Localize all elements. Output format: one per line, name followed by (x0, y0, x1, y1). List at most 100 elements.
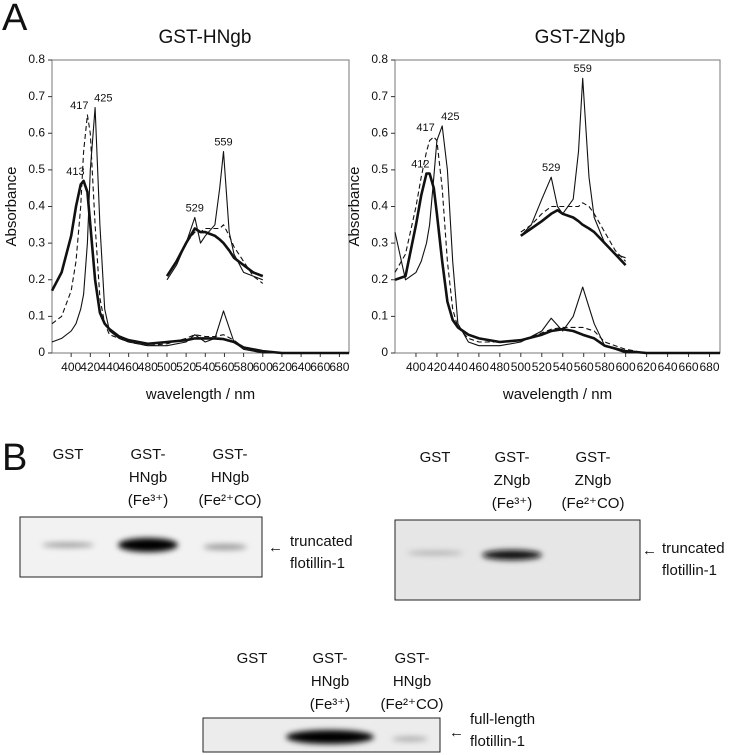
spectrum-line (51, 114, 349, 354)
peak-label: 417 (416, 122, 434, 134)
spectrum-line (394, 172, 720, 355)
lane-label: ZNgb (494, 472, 531, 489)
x-tick-label: 460 (119, 360, 139, 374)
target-label: flotillin-1 (470, 733, 525, 750)
peak-label: 412 (411, 158, 429, 170)
arrow: ← (642, 542, 657, 559)
x-tick-label: 420 (80, 360, 100, 374)
y-axis-label: Absorbance (346, 166, 363, 246)
x-tick-label: 480 (490, 360, 510, 374)
lane-label: ZNgb (575, 472, 612, 489)
target-label: flotillin-1 (290, 555, 345, 572)
x-tick-label: 680 (329, 360, 349, 374)
x-tick-label: 620 (272, 360, 292, 374)
spectrum-line (394, 125, 720, 354)
lane-label: (Fe³⁺) (310, 696, 350, 713)
lane-label: (Fe²⁺CO) (199, 492, 262, 509)
lane-label: (Fe²⁺CO) (381, 696, 444, 713)
lane-label: GST- (212, 446, 247, 463)
peak-label: 417 (70, 100, 88, 112)
lane-label: HNgb (311, 673, 349, 690)
peak-label: 529 (186, 202, 204, 214)
y-tick-label: 0.6 (28, 125, 45, 139)
lane-label: HNgb (393, 673, 431, 690)
blot-band (118, 538, 178, 552)
y-tick-label: 0.2 (371, 272, 388, 286)
x-tick-label: 600 (616, 360, 636, 374)
arrow: ← (268, 539, 283, 556)
spectrum-line (520, 202, 626, 262)
spectrum-line (394, 136, 720, 354)
y-tick-label: 0.5 (28, 162, 45, 176)
x-tick-label: 500 (157, 360, 177, 374)
x-tick-label: 500 (511, 360, 531, 374)
x-tick-label: 540 (195, 360, 215, 374)
y-tick-label: 0.3 (371, 235, 388, 249)
y-tick-label: 0.3 (28, 235, 45, 249)
peak-label: 559 (214, 136, 232, 148)
y-tick-label: 0.6 (371, 125, 388, 139)
y-tick-label: 0 (381, 345, 388, 359)
x-tick-label: 400 (406, 360, 426, 374)
x-tick-label: 540 (553, 360, 573, 374)
x-tick-label: 420 (427, 360, 447, 374)
spectrum-line (166, 224, 264, 284)
spectrum-line (51, 107, 349, 354)
target-label: truncated (290, 533, 353, 550)
x-tick-label: 600 (253, 360, 273, 374)
x-tick-label: 620 (637, 360, 657, 374)
spectrum-line (50, 179, 349, 355)
panel-label: A (2, 0, 28, 39)
lane-label: GST (420, 449, 451, 466)
x-tick-label: 580 (595, 360, 615, 374)
blot-band (407, 551, 463, 555)
y-tick-label: 0.4 (28, 199, 45, 213)
lane-label: GST (237, 650, 268, 667)
blot-band (203, 544, 247, 550)
lane-label: GST- (394, 650, 429, 667)
peak-label: 413 (66, 166, 84, 178)
panel-label: B (2, 437, 27, 479)
y-axis-label: Absorbance (3, 166, 20, 246)
lane-label: GST- (494, 449, 529, 466)
x-tick-label: 660 (310, 360, 330, 374)
blot-band (392, 736, 428, 742)
blot-membrane (394, 519, 641, 601)
x-tick-label: 680 (700, 360, 720, 374)
target-label: truncated (662, 540, 725, 557)
lane-label: HNgb (211, 469, 249, 486)
spectrum-line (520, 77, 626, 259)
chart-title: GST-HNgb (159, 27, 252, 48)
y-tick-label: 0.1 (371, 309, 388, 323)
x-tick-label: 440 (448, 360, 468, 374)
lane-label: GST- (130, 446, 165, 463)
x-tick-label: 640 (658, 360, 678, 374)
peak-label: 529 (542, 162, 560, 174)
x-tick-label: 640 (291, 360, 311, 374)
x-tick-label: 580 (234, 360, 254, 374)
lane-label: GST- (312, 650, 347, 667)
x-tick-label: 480 (138, 360, 158, 374)
peak-label: 425 (94, 93, 112, 105)
target-label: full-length (470, 711, 535, 728)
x-tick-label: 560 (214, 360, 234, 374)
x-axis-label: wavelength / nm (502, 386, 612, 403)
chart-title: GST-ZNgb (535, 27, 626, 48)
x-tick-label: 660 (679, 360, 699, 374)
x-tick-label: 520 (176, 360, 196, 374)
y-tick-label: 0.2 (28, 272, 45, 286)
lane-label: (Fe²⁺CO) (562, 495, 625, 512)
y-tick-label: 0.4 (371, 199, 388, 213)
y-tick-label: 0.5 (371, 162, 388, 176)
y-tick-label: 0.8 (28, 52, 45, 66)
blot-band (482, 550, 542, 560)
x-tick-label: 440 (99, 360, 119, 374)
y-tick-label: 0 (38, 345, 45, 359)
x-tick-label: 400 (61, 360, 81, 374)
lane-label: (Fe³⁺) (128, 492, 168, 509)
peak-label: 425 (441, 111, 459, 123)
lane-label: HNgb (129, 469, 167, 486)
y-tick-label: 0.1 (28, 309, 45, 323)
blot-band (42, 542, 94, 548)
